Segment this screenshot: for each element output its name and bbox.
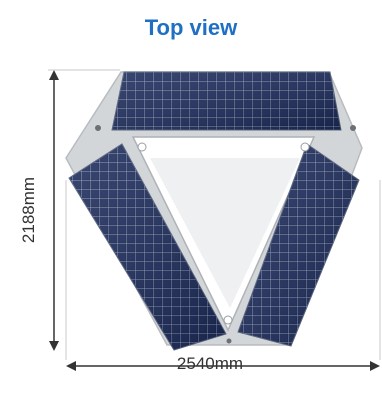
mount-hole-center-left [137,142,147,152]
mount-hole-center-bottom [223,315,233,325]
solar-panel-top-shade [112,72,341,130]
solar-panel-right-shade [238,144,359,346]
view-title: Top view [144,15,238,40]
mount-hole-center-right [300,142,310,152]
width-dimension [65,180,381,371]
height-dimension [48,69,120,351]
height-dimension-label: 2188mm [19,176,38,244]
solar-panel-left-shade [69,144,226,350]
mount-hole-bottom [226,338,232,344]
mount-hole-right [350,125,356,131]
frame-inner-shadow [150,158,300,308]
mount-hole-left [95,125,101,131]
width-dimension-label: 2540mm [176,354,244,373]
